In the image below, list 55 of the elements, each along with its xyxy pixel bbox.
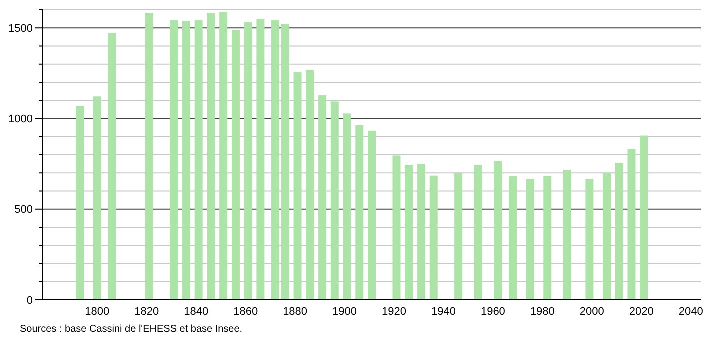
x-tick-label: 2040 [678,306,704,318]
x-tick-label: 1980 [530,306,555,318]
x-tick-label: 1900 [332,306,358,318]
bar [603,173,611,300]
bar [628,149,636,300]
bar [145,13,154,300]
bar [108,33,116,300]
bar [563,170,572,300]
y-tick-label: 1000 [8,114,33,126]
y-tick-label: 500 [14,204,33,216]
bar [318,96,327,300]
bar [93,96,102,300]
y-tick-label: 0 [26,294,33,307]
x-tick-label: 1840 [184,306,209,318]
x-tick-label: 1860 [234,306,258,318]
bar [281,24,290,300]
x-tick-label: 2020 [629,306,654,318]
x-tick-label: 1820 [134,306,160,318]
bar [330,102,339,300]
bar [272,20,280,300]
bar [256,19,265,300]
bar [182,21,190,300]
bar [494,161,502,300]
y-tick-label: 1500 [8,22,33,35]
bar [640,136,648,300]
x-tick-label: 1880 [283,306,308,318]
bar [306,70,314,300]
bar [405,165,414,300]
x-tick-label: 1800 [85,306,110,318]
bar [194,20,203,300]
bar [509,176,517,300]
bar [454,173,463,300]
bar [343,114,352,300]
bar [430,176,438,300]
bar [76,106,84,300]
bar [615,162,624,300]
bar [232,30,240,300]
bar [544,176,552,300]
x-tick-label: 1960 [480,306,506,318]
source-note: Sources : base Cassini de l'EHESS et base Insee. [20,324,243,335]
bar [244,22,252,300]
bar [474,165,482,300]
bar [356,125,364,300]
bar [294,72,302,300]
bar [368,130,376,300]
bar [417,164,426,300]
bar [207,13,216,300]
bar [220,12,228,300]
bar [170,20,178,300]
bar [526,178,534,300]
bar [392,156,401,300]
x-tick-label: 1920 [382,306,407,318]
x-tick-label: 1940 [431,306,456,318]
bar [586,179,594,300]
x-tick-label: 2000 [580,306,604,318]
